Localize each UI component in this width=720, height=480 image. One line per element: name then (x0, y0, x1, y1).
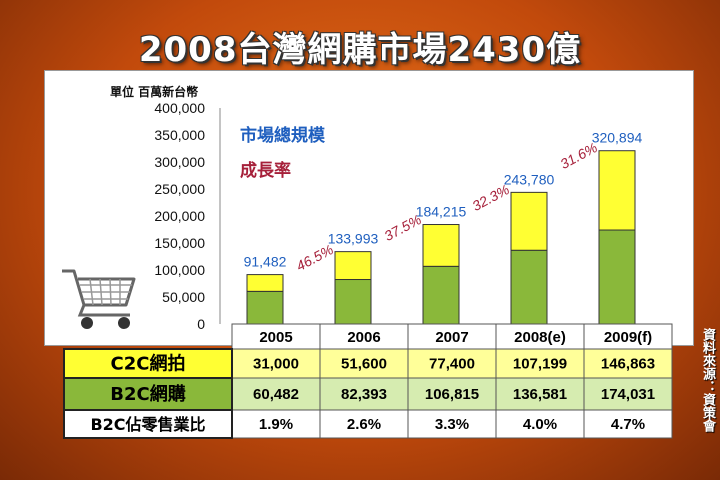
bar-b2c (510, 249, 548, 325)
bar-c2c (334, 251, 372, 281)
table-cell (495, 409, 585, 439)
table-value-cell: 60,482 (253, 386, 299, 403)
y-tick-label: 150,000 (154, 235, 205, 251)
growth-rate-label: 31.6% (557, 139, 600, 172)
table-year-header: 2007 (435, 329, 468, 346)
table-value-cell: 51,600 (341, 356, 387, 373)
table-value-cell: 106,815 (425, 386, 479, 403)
y-tick-label: 100,000 (154, 262, 205, 278)
total-data-label: 243,780 (504, 171, 555, 187)
table-value-cell: 136,581 (513, 386, 567, 403)
table-row-label: B2C佔零售業比 (90, 415, 205, 434)
table-year-header: 2008(e) (514, 329, 566, 346)
bar-c2c (246, 274, 284, 292)
y-tick-label: 250,000 (154, 181, 205, 197)
total-data-label: 91,482 (244, 254, 287, 270)
source-label: 資料來源：資策會 (700, 328, 715, 432)
table-value-cell: 82,393 (341, 386, 387, 403)
table-value-cell: 1.9% (259, 416, 293, 433)
shopping-cart-icon (62, 269, 136, 329)
table-year-header: 2009(f) (604, 329, 652, 346)
y-tick-label: 350,000 (154, 127, 205, 143)
total-data-label: 133,993 (328, 231, 379, 247)
table-year-header: 2006 (347, 329, 380, 346)
table-value-cell: 31,000 (253, 356, 299, 373)
table-cell (407, 409, 497, 439)
y-tick-label: 50,000 (162, 289, 205, 305)
growth-rate-label: 46.5% (293, 241, 336, 274)
table-row-label-cell (63, 409, 233, 439)
y-tick-label: 0 (197, 316, 205, 332)
table-cell (231, 348, 321, 379)
table-value-cell: 2.6% (347, 416, 381, 433)
table-row-label: C2C網拍 (111, 353, 186, 375)
table-row-label-cell (63, 377, 233, 411)
bar-b2c (422, 265, 460, 325)
table-cell (583, 409, 673, 439)
total-data-label: 184,215 (416, 204, 467, 220)
table-row-label-cell (63, 348, 233, 379)
table-value-cell: 4.7% (611, 416, 645, 433)
table-value-cell: 4.0% (523, 416, 557, 433)
bar-c2c (422, 224, 460, 267)
table-cell (319, 348, 409, 379)
table-cell (583, 377, 673, 411)
bar-c2c (510, 191, 548, 251)
unit-label: 單位 百萬新台幣 (110, 85, 199, 99)
growth-rate-label: 37.5% (381, 211, 424, 244)
bar-b2c (334, 279, 372, 325)
table-cell (495, 377, 585, 411)
table-row-label: B2C網購 (110, 383, 185, 405)
legend-total-label: 市場總規模 (240, 126, 325, 146)
bar-b2c (246, 290, 284, 325)
table-cell (583, 348, 673, 379)
y-tick-label: 400,000 (154, 100, 205, 116)
table-cell (407, 348, 497, 379)
table-year-header: 2005 (259, 329, 292, 346)
table-value-cell: 146,863 (601, 356, 655, 373)
legend-growth-label: 成長率 (240, 161, 291, 181)
bar-b2c (598, 229, 636, 325)
table-cell (407, 377, 497, 411)
table-cell (231, 409, 321, 439)
y-tick-label: 300,000 (154, 154, 205, 170)
table-value-cell: 107,199 (513, 356, 567, 373)
y-tick-label: 200,000 (154, 208, 205, 224)
table-value-cell: 174,031 (601, 386, 655, 403)
table-value-cell: 77,400 (429, 356, 475, 373)
growth-rate-label: 32.3% (469, 181, 512, 214)
page-title: 2008台灣網購市場2430億 (138, 30, 582, 70)
total-data-label: 320,894 (592, 130, 643, 146)
table-value-cell: 3.3% (435, 416, 469, 433)
bar-c2c (598, 150, 636, 231)
